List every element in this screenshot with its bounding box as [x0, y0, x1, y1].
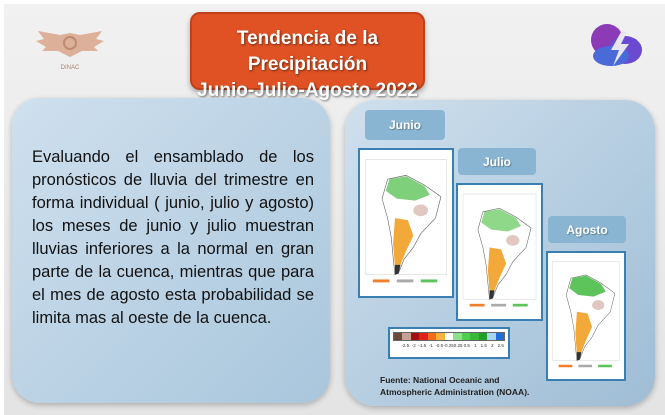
- legend-tick: -0.5: [435, 343, 444, 348]
- legend-tick: 0.5: [463, 343, 470, 348]
- south-america-map: [552, 261, 620, 368]
- legend-swatches: [393, 332, 505, 341]
- color-legend: -2.5 -2 -1.5 -1 -0.5 -0.25 0.25 0.5 1 1.5 2 2.5: [388, 327, 510, 359]
- legend-swatch: [461, 333, 471, 340]
- map-julio: [456, 183, 543, 321]
- title-line-2: Junio-Julio-Agosto 2022: [197, 80, 418, 101]
- legend-swatch: [487, 333, 496, 340]
- title-line-1: Tendencia de la Precipitación: [236, 28, 379, 75]
- source-line-2: Atmospheric Administration (NOAA).: [380, 387, 530, 397]
- legend-swatch: [470, 333, 479, 340]
- legend-tick: -2: [411, 343, 416, 348]
- legend-tick: 2: [491, 343, 494, 348]
- legend-swatch: [410, 333, 420, 340]
- legend-tick: 0.25: [453, 343, 463, 348]
- slide-title: Tendencia de la Precipitación Junio-Juli…: [190, 12, 425, 101]
- legend-swatch: [394, 333, 403, 340]
- legend-swatch: [427, 333, 437, 340]
- legend-swatch: [419, 333, 428, 340]
- legend-tick: -1.5: [418, 343, 427, 348]
- dinac-logo: DINAC: [36, 31, 104, 71]
- map-junio: [358, 148, 454, 298]
- body-text: Evaluando el ensamblado de los pronóstic…: [32, 148, 314, 327]
- storm-cloud-logo: [591, 24, 642, 66]
- legend-swatch: [495, 333, 505, 340]
- legend-swatch: [444, 333, 454, 340]
- south-america-map: [462, 193, 537, 307]
- source-note: Fuente: National Oceanic and Atmospheric…: [380, 374, 529, 398]
- legend-swatch: [402, 333, 411, 340]
- svg-text:DINAC: DINAC: [61, 65, 80, 71]
- legend-tick: 1: [474, 343, 477, 348]
- text-panel: Evaluando el ensamblado de los pronóstic…: [12, 98, 330, 403]
- legend-tick: -2.5: [401, 343, 410, 348]
- legend-swatch: [453, 333, 462, 340]
- legend-tick: -0.25: [443, 343, 454, 348]
- legend-tick: 2.5: [497, 343, 504, 348]
- legend-swatch: [478, 333, 488, 340]
- map-agosto: [546, 251, 626, 381]
- south-america-map: [365, 159, 447, 283]
- map-label-julio: Julio: [458, 148, 536, 175]
- map-label-junio: Junio: [365, 110, 445, 140]
- source-line-1: Fuente: National Oceanic and: [380, 375, 500, 385]
- legend-swatch: [436, 333, 445, 340]
- map-label-agosto: Agosto: [548, 216, 626, 243]
- legend-tick: -1: [428, 343, 433, 348]
- legend-ticks: -2.5 -2 -1.5 -1 -0.5 -0.25 0.25 0.5 1 1.5 2 2.5: [393, 343, 505, 348]
- legend-tick: 1.5: [480, 343, 487, 348]
